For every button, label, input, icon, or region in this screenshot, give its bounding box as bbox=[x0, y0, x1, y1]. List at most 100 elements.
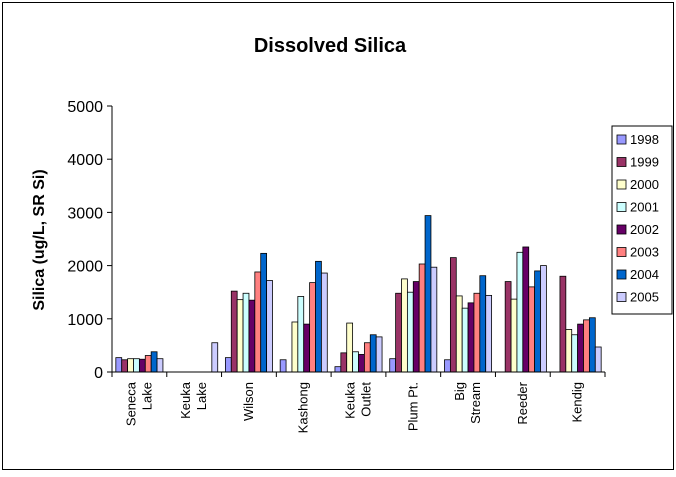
bar-1999-0 bbox=[121, 359, 129, 373]
bar-1998-5 bbox=[389, 358, 397, 373]
bar-2005-5 bbox=[430, 266, 438, 373]
bar-2003-0 bbox=[144, 355, 152, 373]
x-tick-label: Outlet bbox=[359, 382, 374, 417]
y-tick-label: 0 bbox=[94, 365, 103, 382]
chart-title: Dissolved Silica bbox=[254, 35, 407, 57]
x-tick-label: Keuka bbox=[343, 381, 358, 419]
x-tick-label: Plum Pt. bbox=[405, 382, 420, 431]
bar-2000-4 bbox=[346, 322, 354, 373]
bar-2004-7 bbox=[534, 270, 541, 373]
bar-2001-6 bbox=[461, 307, 469, 373]
bar-2003-6 bbox=[473, 292, 481, 373]
legend-label-2002: 2002 bbox=[630, 222, 659, 237]
legend-swatch-2004 bbox=[616, 269, 627, 280]
y-tick-label: 1000 bbox=[67, 312, 103, 329]
bar-2002-6 bbox=[467, 302, 475, 373]
bar-2001-5 bbox=[406, 291, 414, 373]
bar-2005-2 bbox=[266, 280, 273, 373]
bar-2001-3 bbox=[297, 296, 305, 373]
legend-swatch-1999 bbox=[616, 157, 627, 167]
bar-2000-7 bbox=[510, 298, 518, 373]
bar-2005-4 bbox=[375, 336, 383, 373]
bar-1998-0 bbox=[115, 357, 123, 373]
x-tick-label: Keuka bbox=[178, 381, 193, 419]
bar-2004-6 bbox=[479, 275, 487, 373]
bar-1999-6 bbox=[449, 257, 457, 373]
bar-2000-3 bbox=[291, 321, 299, 373]
bar-2002-2 bbox=[248, 299, 256, 373]
bar-2002-8 bbox=[577, 323, 584, 373]
bar-2000-6 bbox=[455, 295, 463, 373]
bar-2005-1 bbox=[211, 342, 219, 373]
legend-label-2000: 2000 bbox=[630, 177, 659, 192]
y-tick-label: 5000 bbox=[67, 99, 103, 116]
bar-2004-5 bbox=[424, 215, 432, 373]
bar-2005-7 bbox=[540, 265, 547, 373]
bar-2002-3 bbox=[303, 323, 311, 373]
bar-2003-5 bbox=[418, 263, 426, 373]
bar-1999-7 bbox=[504, 281, 512, 373]
bar-2003-2 bbox=[254, 271, 262, 373]
bar-2003-7 bbox=[528, 286, 536, 373]
bar-2002-4 bbox=[358, 354, 365, 373]
y-tick-label: 4000 bbox=[67, 152, 103, 169]
bar-2004-0 bbox=[150, 351, 158, 373]
legend-swatch-2000 bbox=[616, 179, 627, 190]
bar-2001-4 bbox=[352, 351, 359, 373]
bar-1998-3 bbox=[279, 359, 287, 373]
legend-swatch-2003 bbox=[616, 247, 627, 257]
y-tick-label: 3000 bbox=[67, 205, 103, 222]
bar-2004-3 bbox=[315, 260, 322, 373]
x-tick-label: Kashong bbox=[296, 382, 311, 433]
bar-1999-2 bbox=[230, 290, 238, 373]
bar-2000-5 bbox=[401, 278, 408, 373]
bar-1998-6 bbox=[444, 359, 451, 373]
x-tick-label: Big bbox=[452, 382, 467, 401]
legend-label-2004: 2004 bbox=[630, 267, 659, 282]
x-tick-label: Reeder bbox=[515, 381, 530, 424]
bar-2000-0 bbox=[127, 358, 134, 373]
legend-swatch-2002 bbox=[616, 224, 627, 235]
bar-1999-8 bbox=[559, 275, 567, 373]
bar-1998-2 bbox=[224, 357, 232, 373]
bar-2004-8 bbox=[588, 317, 596, 373]
bar-2003-8 bbox=[583, 319, 590, 373]
bar-2001-7 bbox=[516, 251, 524, 373]
x-tick-label: Wilson bbox=[241, 382, 256, 421]
bar-2005-6 bbox=[485, 294, 493, 373]
legend-swatch-2005 bbox=[616, 292, 627, 302]
bar-2001-0 bbox=[133, 358, 140, 373]
bar-2003-3 bbox=[309, 282, 316, 373]
bar-2003-4 bbox=[363, 342, 371, 373]
legend: 1998 1999 2000 2001 2002 2003 2004 2005 bbox=[611, 125, 673, 315]
bar-2005-0 bbox=[156, 358, 164, 373]
legend-label-1998: 1998 bbox=[630, 132, 659, 147]
bar-2002-7 bbox=[522, 246, 530, 373]
bar-2001-8 bbox=[571, 334, 579, 373]
y-tick-label: 2000 bbox=[67, 259, 103, 276]
bar-2002-0 bbox=[138, 358, 146, 373]
bar-2004-4 bbox=[369, 334, 377, 373]
bar-1999-4 bbox=[340, 352, 348, 373]
legend-label-1999: 1999 bbox=[630, 155, 659, 170]
x-tick-label: Kendig bbox=[570, 382, 585, 422]
legend-swatch-1998 bbox=[616, 134, 627, 145]
bar-1999-5 bbox=[395, 292, 402, 373]
bar-2000-2 bbox=[236, 299, 244, 373]
x-tick-label: Stream bbox=[468, 382, 483, 424]
legend-swatch-2001 bbox=[616, 202, 627, 212]
bar-2001-2 bbox=[242, 292, 250, 373]
bar-2000-8 bbox=[565, 329, 573, 373]
bar-2005-8 bbox=[594, 346, 602, 373]
x-tick-label: Lake bbox=[139, 382, 154, 410]
y-axis-label: Silica (ug/L, SR Si) bbox=[31, 169, 48, 310]
legend-label-2003: 2003 bbox=[630, 245, 659, 260]
legend-label-2001: 2001 bbox=[630, 200, 659, 215]
legend-label-2005: 2005 bbox=[630, 290, 659, 305]
x-tick-label: Lake bbox=[194, 382, 209, 410]
bar-1998-4 bbox=[334, 366, 342, 373]
bar-2002-5 bbox=[412, 281, 420, 373]
